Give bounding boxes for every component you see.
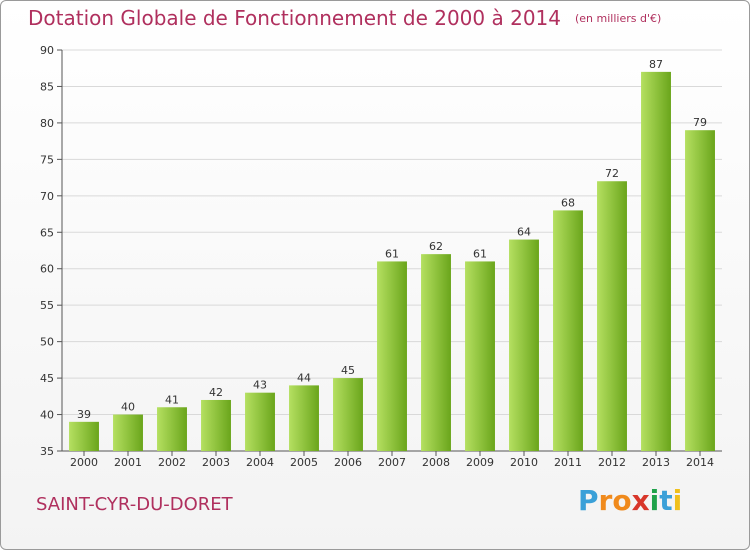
data-label: 43 (253, 379, 267, 392)
logo-letter: i (672, 484, 683, 517)
data-label: 87 (649, 58, 663, 71)
logo-letter: t (659, 484, 673, 517)
data-label: 42 (209, 386, 223, 399)
x-tick-label: 2000 (70, 456, 98, 469)
data-label: 61 (473, 247, 487, 260)
bar (289, 385, 319, 451)
x-tick-label: 2004 (246, 456, 274, 469)
logo-letter: r (598, 484, 613, 517)
x-tick-label: 2011 (554, 456, 582, 469)
x-tick-label: 2001 (114, 456, 142, 469)
bar (333, 378, 363, 451)
data-label: 62 (429, 240, 443, 253)
x-tick-label: 2005 (290, 456, 318, 469)
bar (685, 130, 715, 451)
data-label: 40 (121, 401, 135, 414)
commune-name: SAINT-CYR-DU-DORET (36, 494, 233, 515)
bar (641, 71, 671, 451)
bar (201, 399, 231, 451)
bar (157, 407, 187, 451)
x-tick-label: 2003 (202, 456, 230, 469)
x-tick-label: 2007 (378, 456, 406, 469)
x-tick-label: 2006 (334, 456, 362, 469)
x-tick-label: 2002 (158, 456, 186, 469)
data-label: 39 (77, 408, 91, 421)
x-tick-label: 2013 (642, 456, 670, 469)
data-label: 79 (693, 116, 707, 129)
bar (553, 210, 583, 451)
y-tick-label: 50 (40, 336, 54, 349)
y-tick-label: 90 (40, 44, 54, 57)
chart-title: Dotation Globale de Fonctionnement de 20… (28, 6, 661, 30)
proxiti-logo[interactable]: Proxiti (578, 484, 682, 517)
y-tick-label: 70 (40, 190, 54, 203)
x-tick-label: 2014 (686, 456, 714, 469)
y-tick-label: 85 (40, 80, 54, 93)
data-label: 72 (605, 167, 619, 180)
y-tick-label: 45 (40, 372, 54, 385)
bar (597, 181, 627, 451)
data-label: 68 (561, 196, 575, 209)
bars (69, 71, 715, 451)
data-label: 61 (385, 247, 399, 260)
chart-title-text: Dotation Globale de Fonctionnement de 20… (28, 6, 561, 30)
bar (245, 392, 275, 451)
chart-unit: (en milliers d'€) (575, 12, 662, 25)
bar (377, 261, 407, 451)
y-tick-label: 35 (40, 445, 54, 458)
x-tick-label: 2012 (598, 456, 626, 469)
bar (465, 261, 495, 451)
y-tick-label: 65 (40, 226, 54, 239)
logo-letter: x (631, 484, 650, 517)
x-tick-label: 2010 (510, 456, 538, 469)
bar (421, 254, 451, 451)
y-tick-label: 80 (40, 117, 54, 130)
data-label: 64 (517, 226, 531, 239)
bar (509, 239, 539, 451)
logo-letter: i (649, 484, 660, 517)
logo-letter: o (612, 484, 632, 517)
y-tick-label: 75 (40, 153, 54, 166)
x-tick-label: 2009 (466, 456, 494, 469)
y-tick-label: 40 (40, 409, 54, 422)
data-label: 45 (341, 364, 355, 377)
data-label: 41 (165, 393, 179, 406)
logo-letter: P (578, 484, 599, 517)
y-tick-label: 55 (40, 299, 54, 312)
bar (113, 414, 143, 451)
x-tick-label: 2008 (422, 456, 450, 469)
data-labels: 39 40 41 42 43 44 45 61 62 61 64 68 72 87 79 (77, 58, 707, 421)
bar (69, 421, 99, 451)
y-tick-label: 60 (40, 263, 54, 276)
data-label: 44 (297, 371, 311, 384)
